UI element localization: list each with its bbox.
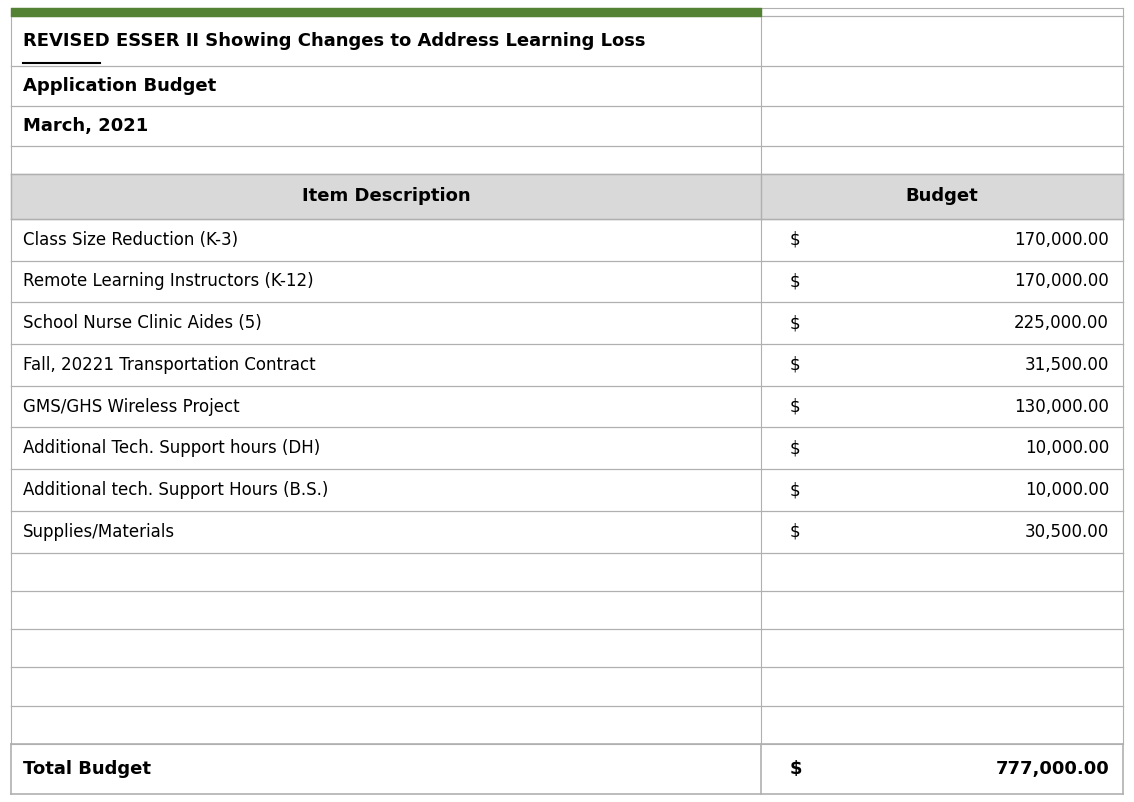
Text: $: $ [789,398,801,415]
Text: 170,000.00: 170,000.00 [1014,231,1109,249]
Text: 10,000.00: 10,000.00 [1025,481,1109,499]
Text: $: $ [789,523,801,541]
Text: Total Budget: Total Budget [23,760,151,778]
Text: Additional tech. Support Hours (B.S.): Additional tech. Support Hours (B.S.) [23,481,328,499]
Text: $: $ [789,439,801,457]
Text: $: $ [789,231,801,249]
Text: Budget: Budget [906,187,979,205]
Text: 170,000.00: 170,000.00 [1014,273,1109,290]
Text: 777,000.00: 777,000.00 [996,760,1109,778]
Text: REVISED ESSER II Showing Changes to Address Learning Loss: REVISED ESSER II Showing Changes to Addr… [23,32,645,51]
Text: 31,500.00: 31,500.00 [1025,356,1109,374]
Text: Fall, 20221 Transportation Contract: Fall, 20221 Transportation Contract [23,356,315,374]
Text: School Nurse Clinic Aides (5): School Nurse Clinic Aides (5) [23,314,262,332]
Text: Supplies/Materials: Supplies/Materials [23,523,175,541]
Text: $: $ [789,760,803,778]
Text: $: $ [789,481,801,499]
Text: 225,000.00: 225,000.00 [1014,314,1109,332]
Text: GMS/GHS Wireless Project: GMS/GHS Wireless Project [23,398,239,415]
Text: March, 2021: March, 2021 [23,117,147,135]
Text: Item Description: Item Description [302,187,471,205]
Text: Class Size Reduction (K-3): Class Size Reduction (K-3) [23,231,238,249]
Bar [11,173,1123,219]
Bar [11,8,762,16]
Text: Additional Tech. Support hours (DH): Additional Tech. Support hours (DH) [23,439,320,457]
Text: 130,000.00: 130,000.00 [1014,398,1109,415]
Text: Application Budget: Application Budget [23,77,215,95]
Text: $: $ [789,273,801,290]
Text: Remote Learning Instructors (K-12): Remote Learning Instructors (K-12) [23,273,313,290]
Text: $: $ [789,356,801,374]
Text: 30,500.00: 30,500.00 [1025,523,1109,541]
Text: $: $ [789,314,801,332]
Text: 10,000.00: 10,000.00 [1025,439,1109,457]
